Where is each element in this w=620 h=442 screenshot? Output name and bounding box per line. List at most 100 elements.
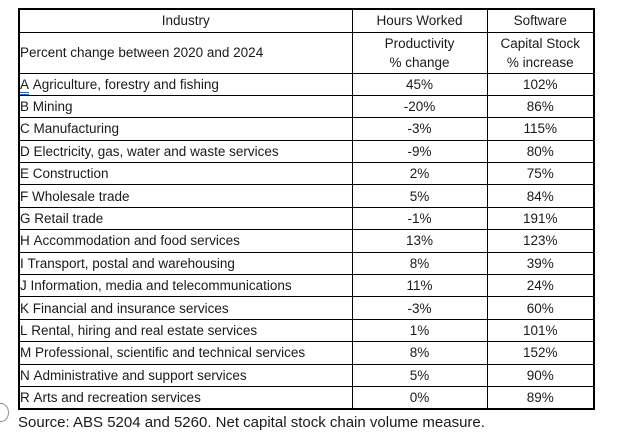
software-cell: 60% — [486, 296, 595, 320]
table-row: G Retail trade -1% 191% — [18, 206, 595, 231]
software-cell: 101% — [486, 318, 595, 343]
hours-worked-cell: 13% — [351, 229, 488, 253]
header-row: Industry Hours Worked Software — [18, 8, 595, 33]
table-row: M Professional, scientific and technical… — [18, 341, 595, 365]
industry-code: C — [20, 121, 30, 137]
industry-name: Construction — [29, 166, 109, 182]
subheader-caption: Percent change between 2020 and 2024 — [18, 31, 353, 74]
table-row: F Wholesale trade 5% 84% — [18, 184, 595, 208]
industry-cell: G Retail trade — [18, 206, 353, 231]
industry-cell: K Financial and insurance services — [18, 296, 353, 320]
hours-worked-cell: -1% — [351, 206, 488, 231]
hours-worked-subheader-line1: Productivity — [384, 35, 455, 51]
table-row: E Construction 2% 75% — [18, 162, 595, 186]
table-row: N Administrative and support services 5%… — [18, 363, 595, 387]
industry-code: G — [20, 211, 31, 227]
software-cell: 102% — [486, 72, 595, 96]
table-row: R Arts and recreation services 0% 89% — [18, 385, 595, 410]
software-cell: 24% — [486, 274, 595, 298]
industry-cell: E Construction — [18, 162, 353, 186]
industry-name: Financial and insurance services — [29, 300, 229, 316]
hours-worked-cell: 2% — [351, 162, 488, 186]
industry-cell: H Accommodation and food services — [18, 229, 353, 253]
table-row: D Electricity, gas, water and waste serv… — [18, 139, 595, 164]
table-body: A Agriculture, forestry and fishing 45% … — [18, 72, 595, 410]
industry-code: R — [20, 389, 30, 405]
industry-name: Agriculture, forestry and fishing — [29, 76, 219, 92]
hours-worked-cell: 5% — [351, 184, 488, 208]
hours-worked-cell: 8% — [351, 251, 488, 276]
industry-name: Information, media and telecommunication… — [26, 278, 292, 294]
software-cell: 39% — [486, 251, 595, 276]
industry-code: F — [20, 188, 29, 204]
industry-name: Professional, scientific and technical s… — [31, 345, 306, 361]
industry-name: Arts and recreation services — [29, 389, 201, 405]
table-row: L Rental, hiring and real estate service… — [18, 318, 595, 343]
industry-code: M — [20, 345, 32, 361]
industry-name: Rental, hiring and real estate services — [27, 322, 258, 338]
hours-worked-cell: 45% — [351, 72, 488, 96]
industry-name: Electricity, gas, water and waste servic… — [29, 143, 279, 159]
subheader-row: Percent change between 2020 and 2024 Pro… — [18, 31, 595, 74]
industry-cell: A Agriculture, forestry and fishing — [18, 72, 353, 96]
industry-cell: J Information, media and telecommunicati… — [18, 274, 353, 298]
industry-cell: I Transport, postal and warehousing — [18, 251, 353, 276]
table-row: J Information, media and telecommunicati… — [18, 274, 595, 298]
industry-code: A — [20, 76, 30, 95]
software-cell: 80% — [486, 139, 595, 164]
industry-cell: M Professional, scientific and technical… — [18, 341, 353, 365]
industry-cell: D Electricity, gas, water and waste serv… — [18, 139, 353, 164]
industry-code: N — [20, 367, 30, 383]
source-note: Source: ABS 5204 and 5260. Net capital s… — [18, 414, 485, 431]
software-cell: 75% — [486, 162, 595, 186]
industry-cell: F Wholesale trade — [18, 184, 353, 208]
software-cell: 191% — [486, 206, 595, 231]
industry-code: J — [20, 278, 27, 294]
industry-column-header: Industry — [18, 8, 353, 33]
industry-cell: C Manufacturing — [18, 117, 353, 141]
software-subheader-line2: % increase — [506, 54, 574, 70]
hours-worked-cell: 0% — [351, 385, 488, 410]
software-column-header: Software — [486, 8, 595, 33]
hours-worked-cell: -20% — [351, 94, 488, 119]
hours-worked-cell: 1% — [351, 318, 488, 343]
industry-name: Retail trade — [30, 211, 104, 227]
software-subheader: Capital Stock % increase — [486, 31, 595, 74]
industry-name: Manufacturing — [29, 121, 120, 137]
hours-worked-cell: 11% — [351, 274, 488, 298]
software-cell: 84% — [486, 184, 595, 208]
industry-code: D — [20, 143, 30, 159]
industry-code: E — [20, 166, 30, 182]
industry-name: Transport, postal and warehousing — [23, 255, 235, 271]
software-subheader-line1: Capital Stock — [500, 35, 581, 51]
hours-worked-cell: -9% — [351, 139, 488, 164]
software-cell: 152% — [486, 341, 595, 365]
software-cell: 123% — [486, 229, 595, 253]
industry-code: I — [20, 255, 24, 271]
software-cell: 86% — [486, 94, 595, 119]
industry-cell: B Mining — [18, 94, 353, 119]
table-row: H Accommodation and food services 13% 12… — [18, 229, 595, 253]
industry-productivity-table: Industry Hours Worked Software Percent c… — [18, 8, 595, 410]
table-row: A Agriculture, forestry and fishing 45% … — [18, 72, 595, 96]
industry-code: K — [20, 300, 30, 316]
table-row: C Manufacturing -3% 115% — [18, 117, 595, 141]
industry-code: L — [20, 322, 28, 338]
table-row: K Financial and insurance services -3% 6… — [18, 296, 595, 320]
hours-worked-cell: -3% — [351, 296, 488, 320]
industry-name: Accommodation and food services — [29, 233, 240, 249]
hours-worked-cell: -3% — [351, 117, 488, 141]
industry-cell: R Arts and recreation services — [18, 385, 353, 410]
software-cell: 90% — [486, 363, 595, 387]
industry-name: Administrative and support services — [29, 367, 247, 383]
hours-worked-subheader-line2: % change — [389, 54, 450, 70]
hours-worked-column-header: Hours Worked — [351, 8, 488, 33]
industry-code: H — [20, 233, 30, 249]
industry-name: Mining — [29, 99, 73, 115]
hours-worked-cell: 8% — [351, 341, 488, 365]
hours-worked-cell: 5% — [351, 363, 488, 387]
industry-code: B — [20, 99, 30, 115]
software-cell: 115% — [486, 117, 595, 141]
hours-worked-subheader: Productivity % change — [351, 31, 488, 74]
